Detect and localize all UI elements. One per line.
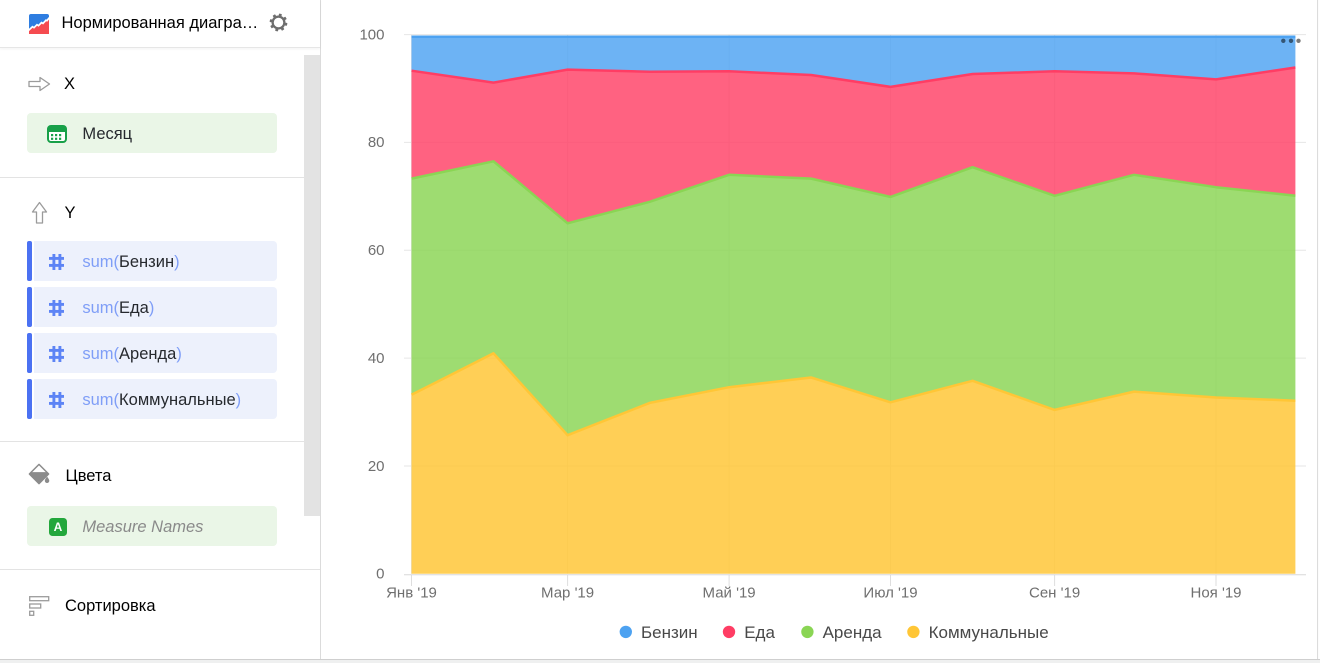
svg-text:Ноя '19: Ноя '19 [1190,584,1241,601]
svg-text:A: A [53,520,62,534]
svg-text:20: 20 [368,458,385,475]
svg-text:Еда: Еда [744,623,775,642]
svg-text:60: 60 [368,242,385,259]
svg-text:Бензин: Бензин [641,623,698,642]
svg-text:0: 0 [376,566,384,583]
svg-text:Аренда: Аренда [823,623,883,642]
svg-text:Май '19: Май '19 [703,584,756,601]
svg-text:80: 80 [368,134,385,151]
svg-text:40: 40 [368,350,385,367]
svg-text:Янв '19: Янв '19 [386,584,437,601]
svg-text:Сен '19: Сен '19 [1029,584,1080,601]
svg-text:Мар '19: Мар '19 [541,584,594,601]
svg-text:Июл '19: Июл '19 [863,584,917,601]
svg-text:100: 100 [359,26,384,43]
svg-text:Коммунальные: Коммунальные [929,623,1049,642]
